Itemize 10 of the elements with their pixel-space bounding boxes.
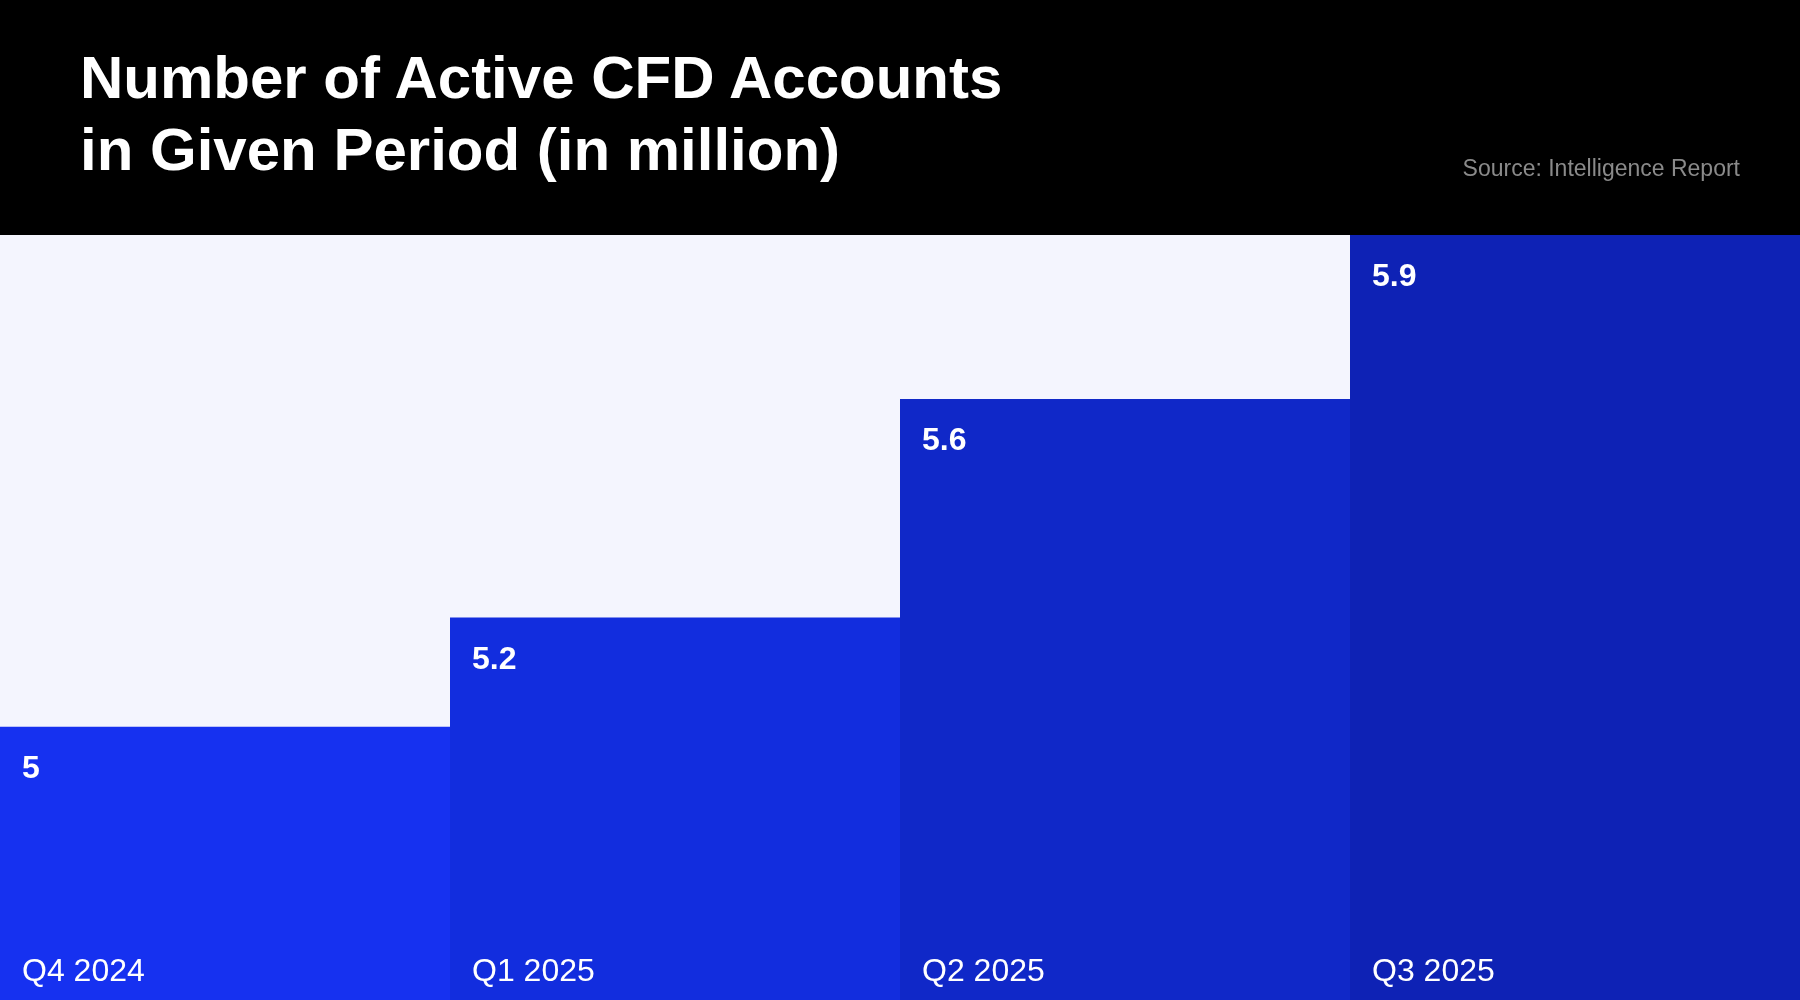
data-label: 5 [22, 748, 40, 785]
x-tick-label: Q2 2025 [922, 952, 1045, 988]
x-tick-label: Q4 2024 [22, 952, 145, 988]
x-tick-label: Q1 2025 [472, 952, 595, 988]
data-label: 5.6 [922, 420, 967, 457]
data-label: 5.9 [1372, 257, 1417, 293]
x-tick-label: Q3 2025 [1372, 952, 1495, 988]
source-note: Source: Intelligence Report [1462, 155, 1741, 181]
data-label: 5.2 [472, 639, 517, 676]
chart-title: Number of Active CFD Accounts in Given Period (in million) [80, 44, 1003, 183]
